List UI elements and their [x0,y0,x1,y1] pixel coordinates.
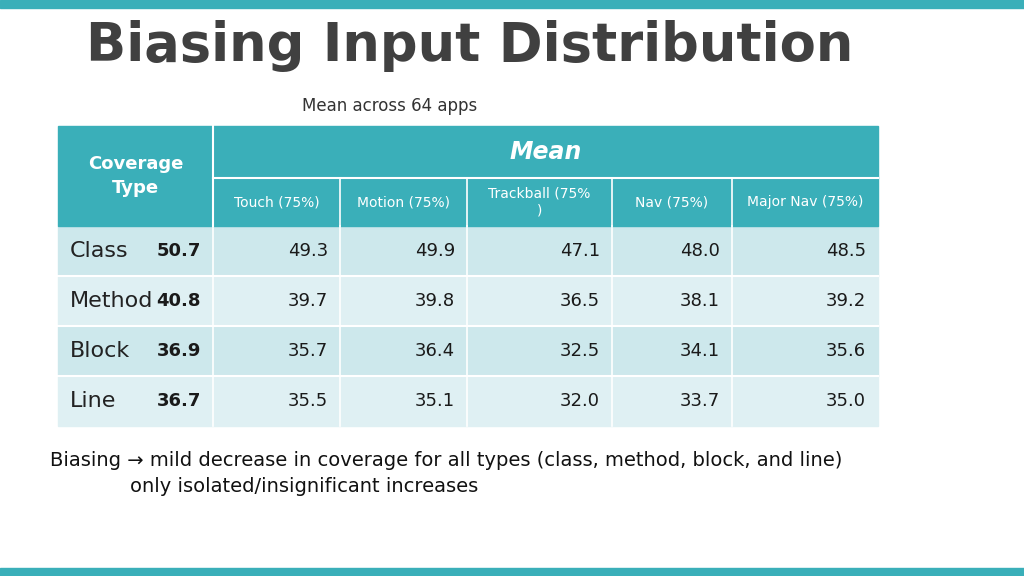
Text: Mean across 64 apps: Mean across 64 apps [302,97,477,115]
Bar [612,178,732,226]
Text: 36.4: 36.4 [415,342,455,360]
Text: 48.0: 48.0 [680,242,720,260]
Text: Block: Block [70,341,130,361]
Text: Method: Method [70,291,154,311]
Text: 36.7: 36.7 [157,392,201,410]
Text: 39.8: 39.8 [415,292,455,310]
Text: Motion (75%): Motion (75%) [357,195,450,209]
Text: 34.1: 34.1 [680,342,720,360]
Text: Class: Class [70,241,129,261]
Bar [340,178,467,226]
Bar [467,178,612,226]
Text: Biasing Input Distribution: Biasing Input Distribution [86,20,854,72]
Text: 35.0: 35.0 [826,392,866,410]
Text: only isolated/insignificant increases: only isolated/insignificant increases [130,476,478,495]
Text: 35.6: 35.6 [826,342,866,360]
Text: 38.1: 38.1 [680,292,720,310]
Text: 36.9: 36.9 [157,342,201,360]
Text: 35.7: 35.7 [288,342,328,360]
Text: Trackball (75%
): Trackball (75% ) [488,187,591,217]
Text: 36.5: 36.5 [560,292,600,310]
Text: 39.7: 39.7 [288,292,328,310]
Text: 33.7: 33.7 [680,392,720,410]
Text: 47.1: 47.1 [560,242,600,260]
Text: Coverage
Type: Coverage Type [88,155,183,197]
Text: Major Nav (75%): Major Nav (75%) [746,195,863,209]
Text: 49.3: 49.3 [288,242,328,260]
Bar [213,178,340,226]
Bar [0,0,1024,8]
Bar [58,126,213,226]
Text: Mean: Mean [509,140,582,164]
Text: Touch (75%): Touch (75%) [233,195,319,209]
Bar [0,568,1024,576]
Text: 35.1: 35.1 [415,392,455,410]
Text: 32.5: 32.5 [560,342,600,360]
Bar [58,376,878,426]
Bar [58,226,878,276]
Bar [58,326,878,376]
Text: 49.9: 49.9 [415,242,455,260]
Text: Biasing → mild decrease in coverage for all types (class, method, block, and lin: Biasing → mild decrease in coverage for … [50,452,843,471]
Text: Line: Line [70,391,117,411]
Text: 48.5: 48.5 [826,242,866,260]
Bar [732,178,878,226]
Text: 40.8: 40.8 [157,292,201,310]
Text: 32.0: 32.0 [560,392,600,410]
Text: Nav (75%): Nav (75%) [636,195,709,209]
Text: 39.2: 39.2 [825,292,866,310]
Bar [58,276,878,326]
Text: 50.7: 50.7 [157,242,201,260]
Text: 35.5: 35.5 [288,392,328,410]
Bar [213,126,878,178]
